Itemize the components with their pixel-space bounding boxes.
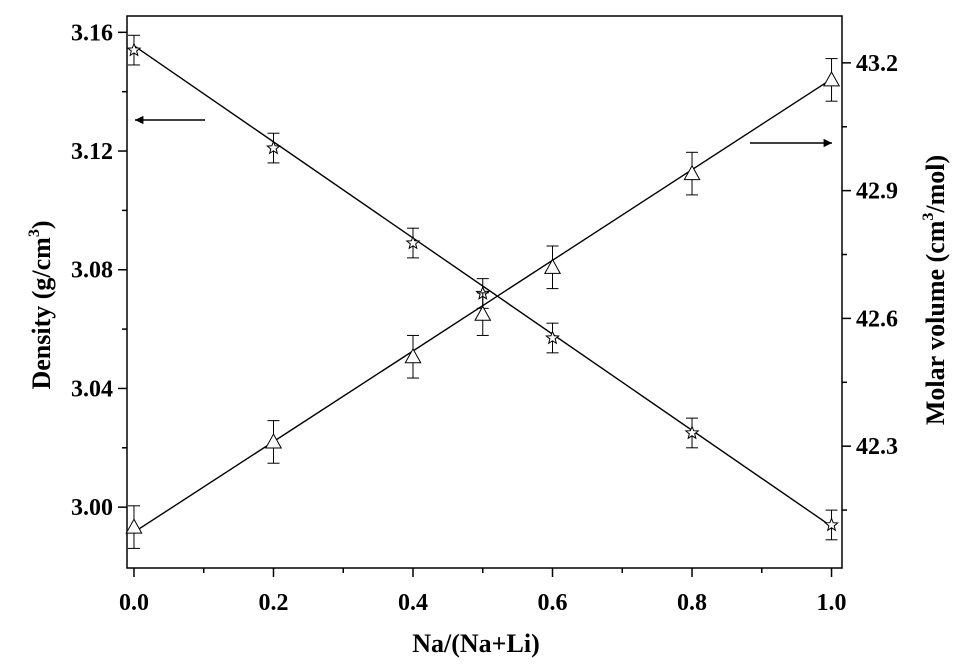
x-tick-label: 0.6 xyxy=(538,590,568,616)
y-tick-label: 3.12 xyxy=(71,139,113,165)
density-point xyxy=(265,140,281,155)
x-tick-label: 0.4 xyxy=(398,590,428,616)
density-point xyxy=(545,330,560,345)
y-tick-label: 3.16 xyxy=(71,20,113,46)
density-point xyxy=(126,42,142,57)
y-axis-title-main: Density (g/cm xyxy=(27,237,56,390)
y2-axis-title: Molar volume (cm3/mol) xyxy=(920,155,950,425)
y2-axis-title-superscript: 3 xyxy=(920,213,937,221)
plot-frame xyxy=(126,15,843,569)
y2-tick-label: 42.3 xyxy=(856,434,898,460)
plot-area xyxy=(126,15,843,569)
molar-volume-point xyxy=(474,305,492,321)
y-axis-title: Density (g/cm3) xyxy=(26,220,56,389)
y2-axis-title-main: Molar volume (cm xyxy=(921,220,950,425)
molar-volume-point xyxy=(404,347,422,364)
molar-volume-point xyxy=(125,518,143,534)
x-tick-label: 0.8 xyxy=(677,590,707,616)
ticks: 0.0 0.2 0.4 0.6 0.8 1.0 3.00 3.04 3.08 3.12 3.16 42… xyxy=(71,20,898,616)
density-point xyxy=(405,235,421,250)
molar-volume-point xyxy=(822,71,841,87)
x-axis-title: Na/(Na+Li) xyxy=(412,629,539,658)
series-marks xyxy=(125,34,841,549)
y-axis-title-end: ) xyxy=(27,220,56,229)
y-axis-title-superscript: 3 xyxy=(26,229,43,237)
x-tick-label: 0.2 xyxy=(258,590,288,616)
density-point xyxy=(824,517,840,532)
density-point xyxy=(684,425,700,440)
y2-tick-label: 43.2 xyxy=(856,51,898,77)
x-tick-label: 0.0 xyxy=(119,590,149,616)
molar-volume-point xyxy=(683,164,701,181)
molar-volume-point xyxy=(264,433,283,449)
y-tick-label: 3.04 xyxy=(71,376,113,402)
y2-tick-label: 42.9 xyxy=(856,179,898,205)
y2-tick-label: 42.6 xyxy=(856,306,898,332)
y-tick-label: 3.00 xyxy=(71,495,113,521)
y-tick-label: 3.08 xyxy=(71,258,113,284)
x-tick-label: 1.0 xyxy=(817,590,847,616)
y2-axis-title-end: /mol) xyxy=(921,155,950,214)
molar-volume-point xyxy=(543,258,562,274)
